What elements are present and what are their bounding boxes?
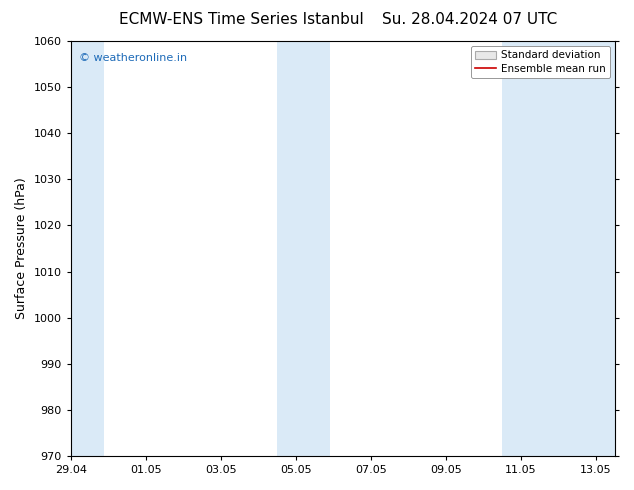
Bar: [69, 41, 105, 456]
Text: © weatheronline.in: © weatheronline.in: [79, 53, 187, 64]
Legend: Standard deviation, Ensemble mean run: Standard deviation, Ensemble mean run: [470, 46, 610, 78]
Text: Su. 28.04.2024 07 UTC: Su. 28.04.2024 07 UTC: [382, 12, 557, 27]
Bar: [502, 41, 615, 456]
Y-axis label: Surface Pressure (hPa): Surface Pressure (hPa): [15, 178, 28, 319]
Text: ECMW-ENS Time Series Istanbul: ECMW-ENS Time Series Istanbul: [119, 12, 363, 27]
Bar: [277, 41, 330, 456]
